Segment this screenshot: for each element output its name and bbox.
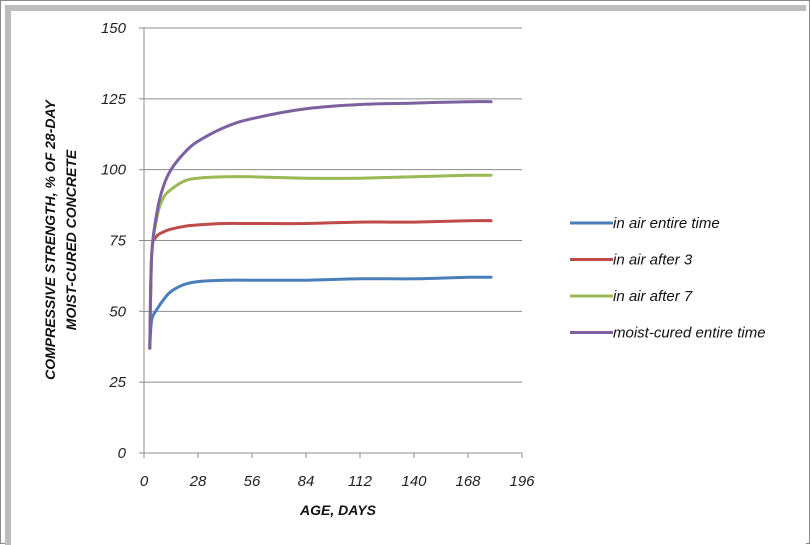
legend: in air entire time in air after 3 in air a… — [570, 215, 766, 342]
x-tick-label: 0 — [140, 473, 149, 490]
series-lines — [148, 100, 493, 350]
y-tick-label: 50 — [109, 303, 126, 320]
y-tick-label: 25 — [108, 374, 126, 391]
x-tick-labels: 0 28 56 84 112 140 168 196 — [140, 473, 535, 490]
legend-label: moist-cured entire time — [613, 325, 766, 342]
x-tick-label: 28 — [189, 473, 207, 490]
x-axis-title: AGE, DAYS — [299, 502, 377, 518]
x-tick-label: 56 — [244, 473, 261, 490]
y-tick-label: 100 — [101, 162, 127, 179]
legend-label: in air after 3 — [613, 252, 693, 269]
chart-panel — [5, 5, 806, 545]
legend-label: in air after 7 — [613, 288, 693, 305]
x-tick-label: 168 — [455, 473, 481, 490]
series-line — [148, 173, 493, 350]
y-tick-label: 125 — [101, 91, 127, 108]
series-line — [148, 219, 493, 350]
gridlines — [144, 27, 522, 383]
y-axis-title-line-2: MOIST-CURED CONCRETE — [63, 149, 79, 330]
x-tick-label: 84 — [298, 473, 315, 490]
y-tick-label: 0 — [118, 445, 127, 462]
axes — [139, 27, 523, 458]
series-line — [148, 275, 493, 350]
x-tick-label: 196 — [509, 473, 535, 490]
y-axis-title-line-1: COMPRESSIVE STRENGTH, % OF 28-DAY — [42, 98, 58, 379]
x-tick-label: 140 — [401, 473, 427, 490]
legend-label: in air entire time — [613, 215, 720, 232]
y-tick-labels: 0 25 50 75 100 125 150 — [101, 20, 127, 462]
y-axis-title: COMPRESSIVE STRENGTH, % OF 28-DAY MOIST-… — [42, 98, 79, 379]
x-tick-label: 112 — [348, 473, 373, 490]
series-line — [148, 100, 493, 350]
y-tick-label: 150 — [101, 20, 127, 37]
y-tick-label: 75 — [109, 233, 126, 250]
